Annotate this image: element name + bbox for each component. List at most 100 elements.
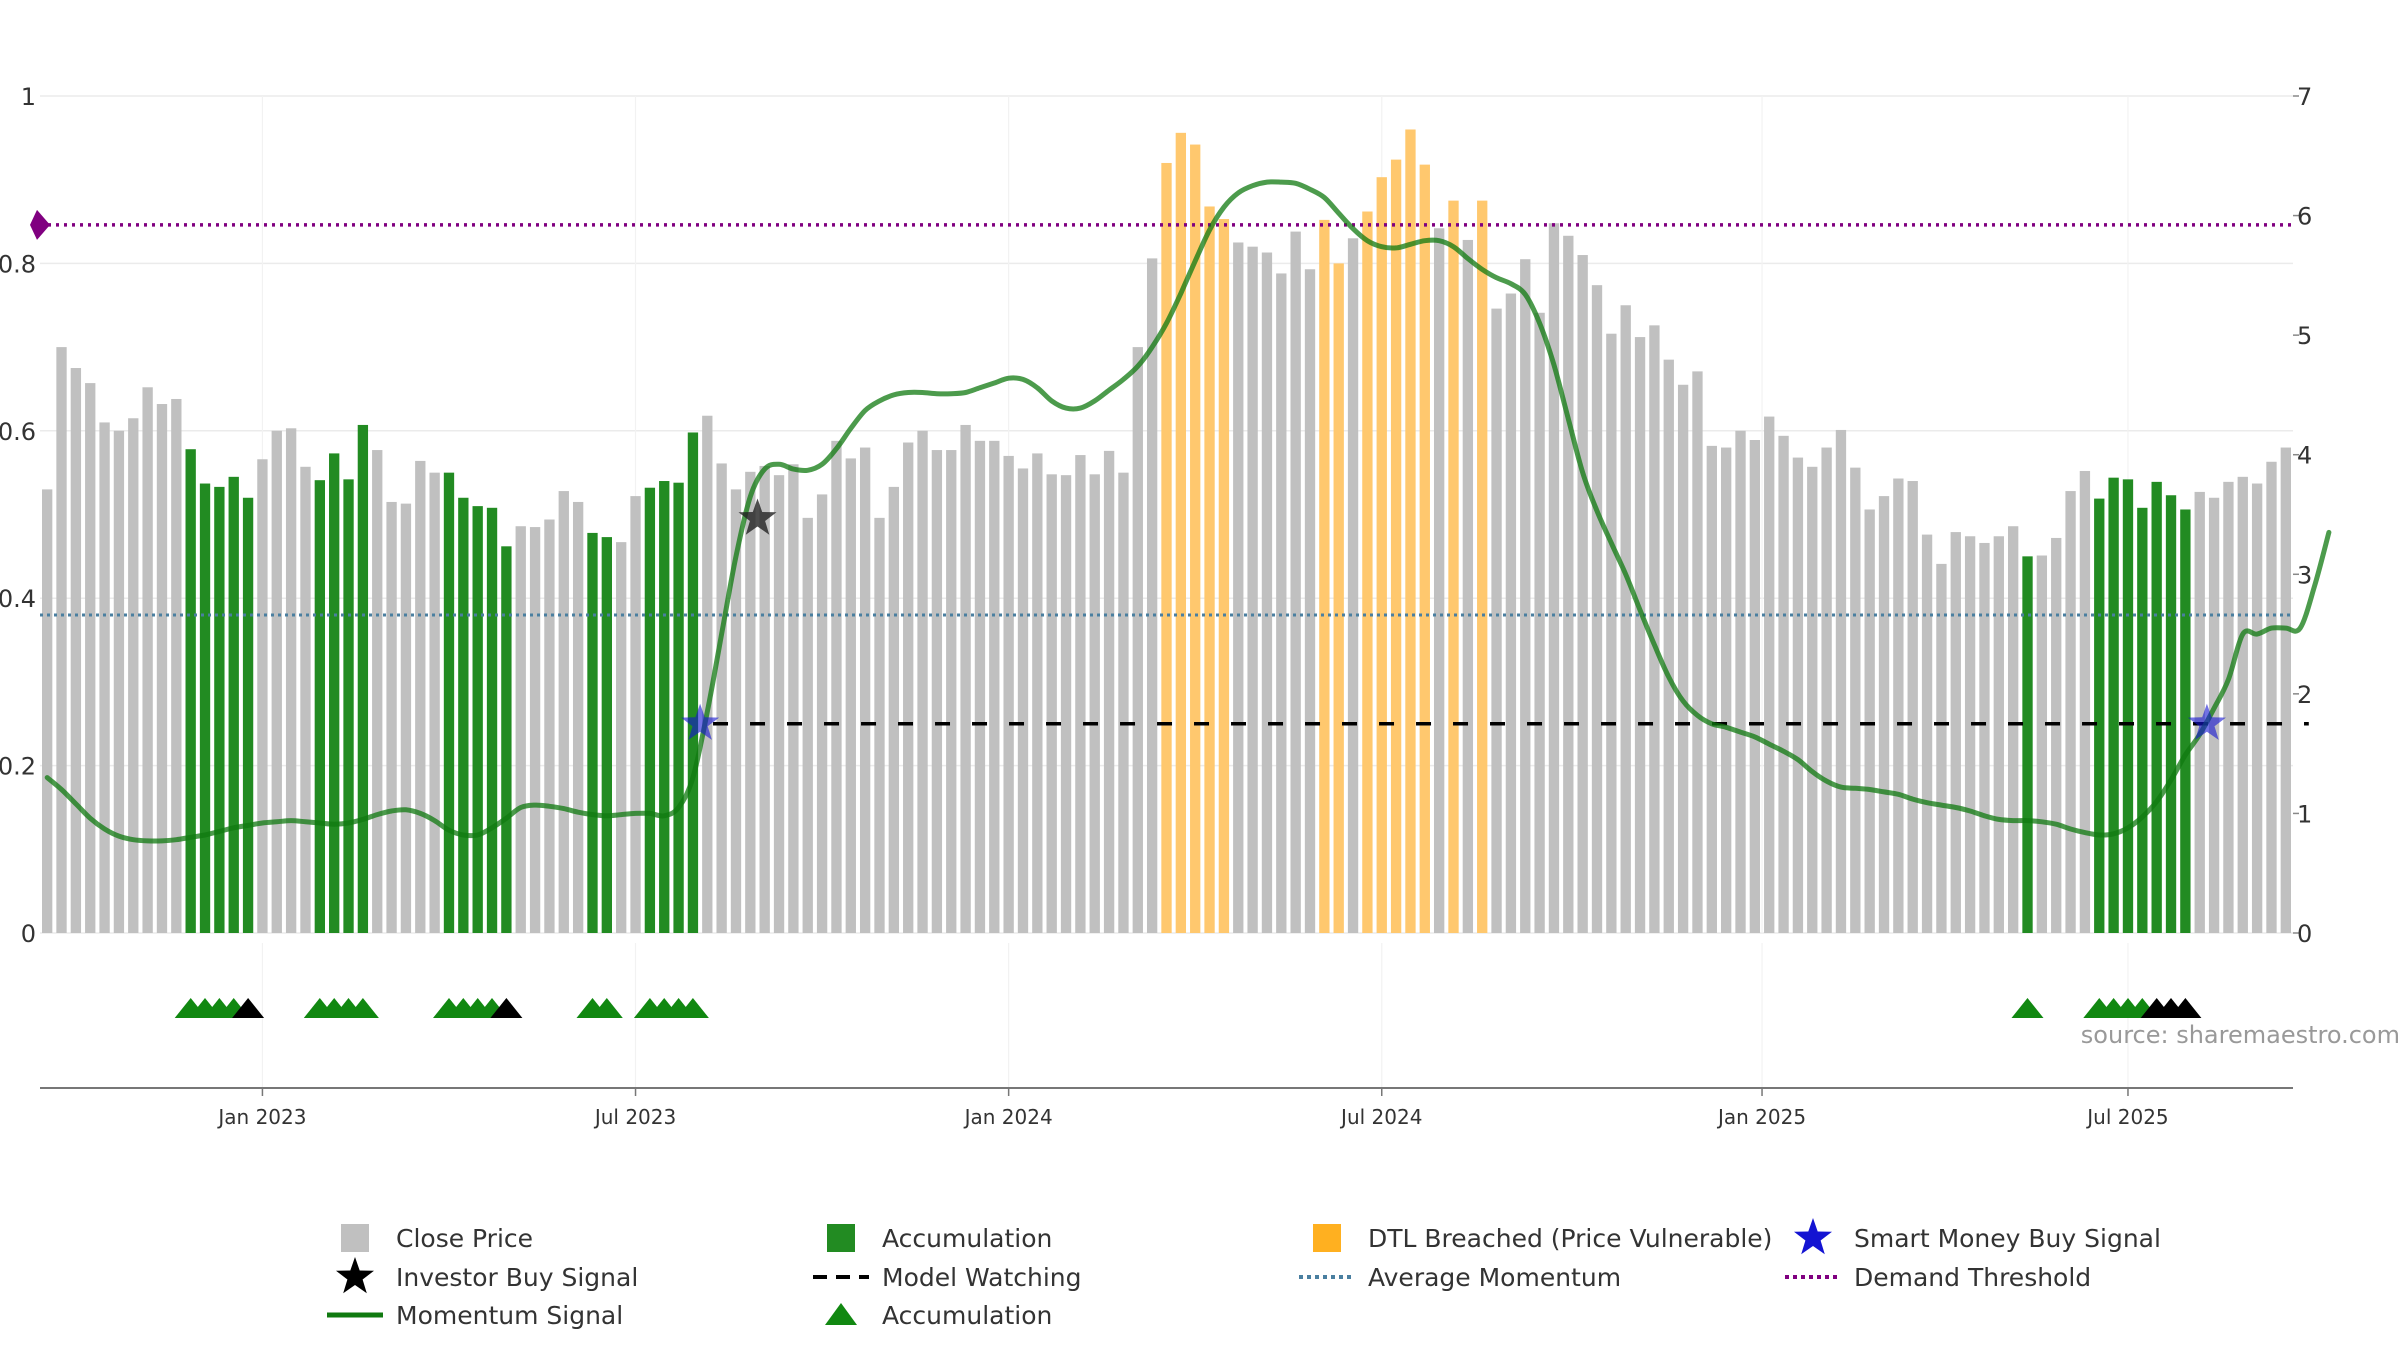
legend-close-price-swatch bbox=[341, 1224, 369, 1252]
x-tick-label: Jan 2025 bbox=[1716, 1105, 1806, 1129]
close-price-bar bbox=[156, 404, 168, 933]
close-price-bar bbox=[773, 475, 785, 933]
dtl-breached-bar bbox=[1190, 144, 1201, 934]
close-price-bar bbox=[1563, 235, 1574, 933]
close-price-bar bbox=[1591, 285, 1603, 933]
close-price-bar bbox=[1462, 239, 1474, 933]
close-price-bar bbox=[142, 387, 153, 933]
close-price-bar bbox=[171, 398, 182, 933]
dtl-breached-bar bbox=[1405, 129, 1416, 934]
accumulation-triangle bbox=[590, 998, 623, 1018]
legend-label: Investor Buy Signal bbox=[396, 1263, 638, 1292]
close-price-bar bbox=[831, 440, 842, 933]
close-price-bar bbox=[1276, 273, 1287, 933]
reference-lines bbox=[30, 209, 2309, 726]
close-price-bar bbox=[1103, 450, 1115, 933]
legend-label: DTL Breached (Price Vulnerable) bbox=[1368, 1224, 1772, 1253]
close-price-bar bbox=[1233, 242, 1244, 934]
legend-label: Smart Money Buy Signal bbox=[1854, 1224, 2161, 1253]
close-price-bar bbox=[2251, 483, 2263, 933]
accumulation-bar bbox=[2122, 479, 2134, 933]
accumulation-triangle bbox=[676, 998, 709, 1018]
close-price-bar bbox=[529, 527, 541, 933]
dtl-breached-bar bbox=[1477, 200, 1488, 934]
accumulation-triangle bbox=[232, 998, 265, 1018]
close-price-bar bbox=[2266, 461, 2277, 933]
dtl-breached-bar bbox=[1161, 162, 1172, 933]
close-price-bar bbox=[99, 422, 110, 933]
momentum-signal-line bbox=[44, 179, 2332, 844]
close-price-bar bbox=[544, 519, 555, 933]
accumulation-bar bbox=[2094, 498, 2105, 933]
close-price-bar bbox=[702, 415, 713, 934]
accumulation-bar bbox=[472, 506, 483, 933]
close-price-bar bbox=[558, 491, 569, 933]
close-price-bar bbox=[974, 440, 986, 933]
close-price-bar bbox=[874, 517, 885, 933]
legend-dtl-breached-swatch bbox=[1313, 1224, 1341, 1252]
legend-label: Demand Threshold bbox=[1854, 1263, 2091, 1292]
accumulation-triangle bbox=[346, 998, 379, 1018]
close-price-bar bbox=[1089, 474, 1100, 933]
close-price-bar bbox=[946, 450, 957, 933]
legend-label: Accumulation bbox=[882, 1301, 1052, 1330]
close-price-bar bbox=[759, 465, 770, 933]
close-price-bar bbox=[572, 501, 584, 933]
y-left-tick-label: 0.8 bbox=[0, 250, 36, 278]
close-price-bar bbox=[1706, 445, 1717, 933]
close-price-bar bbox=[1792, 457, 1804, 933]
close-price-bar bbox=[285, 428, 297, 933]
dtl-breached-bar bbox=[1419, 164, 1430, 933]
close-price-bar bbox=[1247, 246, 1258, 933]
close-price-bar bbox=[730, 489, 742, 933]
y-right-tick-label: 5 bbox=[2297, 322, 2312, 350]
close-price-bar bbox=[1649, 325, 1660, 934]
close-price-bar bbox=[716, 463, 727, 933]
close-price-bar bbox=[1620, 305, 1631, 933]
legend-label: Momentum Signal bbox=[396, 1301, 623, 1330]
close-price-bar bbox=[1261, 252, 1273, 933]
accumulation-bar bbox=[443, 472, 455, 933]
accumulation-triangle bbox=[490, 998, 523, 1018]
close-price-bar bbox=[1921, 534, 1933, 933]
legend-item: Investor Buy Signal bbox=[336, 1257, 638, 1294]
close-price-bar bbox=[2036, 555, 2048, 933]
close-price-bar bbox=[1548, 223, 1560, 934]
demand-threshold-marker bbox=[30, 209, 50, 240]
close-price-bar bbox=[1993, 536, 2004, 933]
close-price-bar bbox=[1017, 468, 1029, 933]
legend-label: Model Watching bbox=[882, 1263, 1082, 1292]
close-price-bar bbox=[788, 464, 799, 933]
close-price-bar bbox=[1032, 453, 1043, 933]
legend-investor-star-icon bbox=[336, 1257, 374, 1294]
y-left-tick-label: 0.6 bbox=[0, 418, 36, 446]
legend-label: Accumulation bbox=[882, 1224, 1052, 1253]
close-price-bar bbox=[1979, 542, 1990, 933]
close-price-bar bbox=[400, 503, 412, 933]
y-right-tick-label: 7 bbox=[2297, 83, 2312, 111]
legend-item: Accumulation bbox=[827, 1224, 1052, 1253]
accumulation-bar bbox=[199, 483, 211, 933]
legend-accumulation-triangle-icon bbox=[825, 1303, 857, 1325]
close-price-bar bbox=[2065, 491, 2076, 933]
close-price-bar bbox=[1764, 416, 1775, 933]
accumulation-bar bbox=[2137, 507, 2148, 933]
accumulation-bar bbox=[314, 480, 325, 933]
close-price-bar bbox=[1118, 472, 1129, 933]
y-right-tick-label: 6 bbox=[2297, 203, 2312, 231]
close-price-bar bbox=[1964, 536, 1976, 933]
close-price-bar bbox=[1864, 509, 1875, 933]
close-price-bar bbox=[845, 458, 856, 933]
x-tick-label: Jul 2025 bbox=[2085, 1105, 2168, 1129]
legend-label: Close Price bbox=[396, 1224, 533, 1253]
x-tick-label: Jul 2023 bbox=[593, 1105, 676, 1129]
close-price-bar bbox=[1060, 475, 1072, 933]
accumulation-bar bbox=[601, 537, 612, 933]
y-left-tick-label: 0 bbox=[21, 920, 36, 948]
axes: 0 0.2 0.4 0.6 0.8 1 0 1 2 3 4 5 6 7 Jan 2023 Jul 2023 Ja… bbox=[0, 83, 2312, 1129]
accumulation-bar bbox=[659, 481, 670, 933]
close-price-bar bbox=[1347, 238, 1359, 934]
close-price-bar bbox=[2051, 537, 2062, 933]
close-price-bar bbox=[1907, 481, 1918, 933]
close-price-bar bbox=[2223, 481, 2234, 933]
